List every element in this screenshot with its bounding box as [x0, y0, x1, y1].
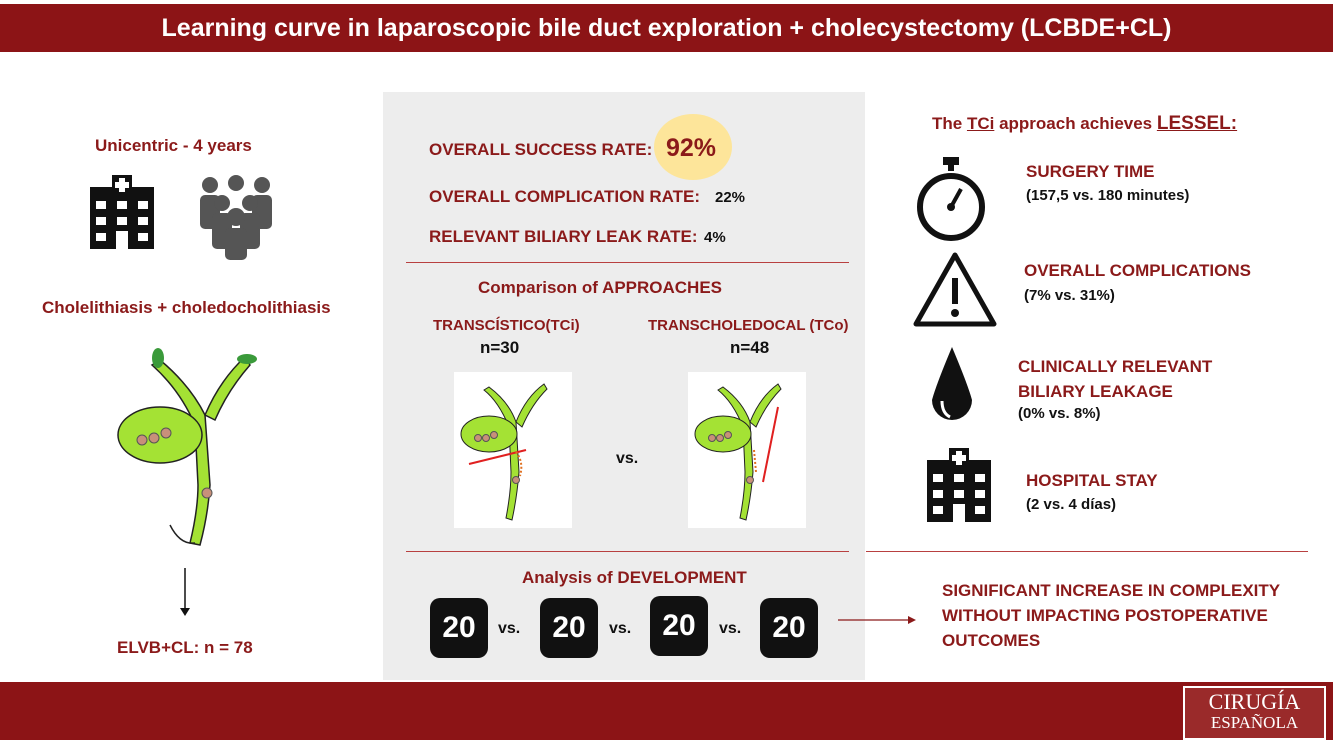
diagnosis: Cholelithiasis + choledocholithiasis	[42, 298, 331, 317]
complication-value: 22%	[715, 189, 746, 206]
page-title: Learning curve in laparoscopic bile duct…	[0, 4, 1333, 52]
arrow-right-icon	[838, 616, 916, 624]
group-4: 20	[760, 598, 818, 658]
biliary-anatomy-illustration	[117, 348, 257, 546]
people-group-icon	[200, 175, 272, 260]
success-value: 92%	[666, 134, 717, 162]
tco-n: n=48	[730, 338, 770, 357]
logo-line1: CIRUGÍA	[1208, 689, 1301, 714]
tci-n: n=30	[480, 338, 520, 357]
tco-approach-illustration	[688, 372, 806, 528]
conclusion: SIGNIFICANT INCREASE IN COMPLEXITY WITHO…	[942, 581, 1280, 650]
vs-label: vs.	[719, 620, 742, 637]
complications-label: OVERALL COMPLICATIONS	[1024, 261, 1251, 280]
tco-label: TRANSCHOLEDOCAL (TCo)	[648, 317, 849, 334]
logo-line2: ESPAÑOLA	[1210, 713, 1299, 732]
hospital-icon	[927, 448, 991, 522]
stopwatch-icon	[917, 157, 985, 241]
group-2: 20	[540, 598, 598, 658]
footer-bar	[0, 682, 1333, 740]
journal-logo: CIRUGÍA ESPAÑOLA	[1183, 686, 1326, 740]
surgery-time-detail: (157,5 vs. 180 minutes)	[1026, 187, 1190, 204]
leakage-label: CLINICALLY RELEVANT BILIARY LEAKAGE	[1018, 357, 1213, 401]
warning-icon	[913, 252, 997, 327]
leak-label: RELEVANT BILIARY LEAK RATE:	[429, 227, 698, 246]
drop-icon	[932, 347, 972, 420]
study-design: Unicentric - 4 years	[95, 136, 252, 155]
comparison-title: Comparison of APPROACHES	[478, 278, 723, 297]
tci-approach-illustration	[454, 372, 572, 528]
leakage-detail: (0% vs. 8%)	[1018, 405, 1101, 422]
highlight-circle	[654, 114, 732, 180]
success-label: OVERALL SUCCESS RATE:	[429, 140, 653, 159]
leak-value: 4%	[704, 229, 726, 246]
lessel-title: The TCi approach achieves LESSEL:	[932, 113, 1238, 134]
development-title: Analysis of DEVELOPMENT	[522, 568, 747, 587]
arrow-down-icon	[180, 568, 190, 616]
hospital-icon	[90, 175, 154, 249]
vs-label: vs.	[616, 450, 639, 467]
complications-detail: (7% vs. 31%)	[1024, 287, 1115, 304]
vs-label: vs.	[498, 620, 521, 637]
surgery-time-label: SURGERY TIME	[1026, 162, 1155, 181]
tci-label: TRANSCÍSTICO(TCi)	[433, 317, 580, 334]
vs-label: vs.	[609, 620, 632, 637]
group-1: 20	[430, 598, 488, 658]
divider	[866, 551, 1308, 552]
hospital-stay-detail: (2 vs. 4 días)	[1026, 496, 1117, 513]
cohort-size: ELVB+CL: n = 78	[117, 638, 253, 657]
divider	[406, 551, 849, 552]
group-3: 20	[650, 596, 708, 656]
divider	[406, 262, 849, 263]
complication-label: OVERALL COMPLICATION RATE:	[429, 187, 701, 206]
hospital-stay-label: HOSPITAL STAY	[1026, 471, 1158, 490]
